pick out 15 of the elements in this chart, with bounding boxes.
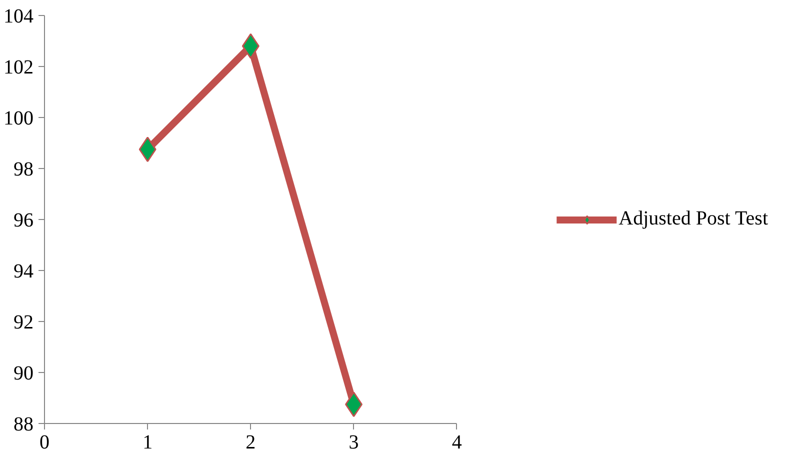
x-tick-label: 4 bbox=[452, 432, 462, 451]
y-tick-label: 94 bbox=[14, 260, 34, 282]
y-tick-label: 96 bbox=[14, 210, 34, 232]
x-tick-label: 1 bbox=[142, 432, 153, 451]
x-tick-label: 2 bbox=[246, 432, 256, 451]
x-tick-label: 0 bbox=[40, 432, 50, 451]
y-tick-label: 90 bbox=[14, 362, 34, 384]
y-tick-label: 104 bbox=[4, 6, 34, 28]
x-tick-label: 3 bbox=[348, 432, 359, 451]
y-tick-label: 98 bbox=[14, 158, 34, 180]
y-tick-label: 100 bbox=[4, 108, 34, 130]
y-tick-label: 88 bbox=[14, 414, 34, 436]
legend-label: Adjusted Post Test bbox=[618, 208, 768, 230]
y-tick-label: 92 bbox=[14, 312, 34, 334]
y-tick-label: 102 bbox=[4, 56, 34, 78]
